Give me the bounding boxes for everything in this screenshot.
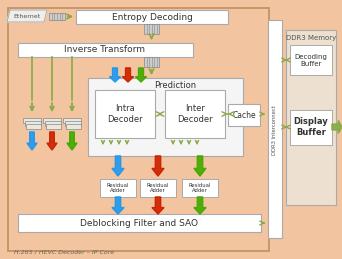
Bar — [290, 110, 332, 145]
Bar — [182, 179, 218, 197]
Polygon shape — [112, 156, 124, 176]
Bar — [65, 121, 81, 126]
Text: Cache: Cache — [232, 111, 256, 119]
Bar — [100, 179, 136, 197]
Polygon shape — [47, 132, 57, 150]
Bar — [44, 121, 61, 126]
Bar — [8, 8, 269, 251]
Text: Deblocking Filter and SAO: Deblocking Filter and SAO — [80, 219, 198, 227]
Bar — [66, 124, 81, 129]
Text: H.265 / HEVC Decoder – IP Core: H.265 / HEVC Decoder – IP Core — [14, 249, 114, 255]
Polygon shape — [27, 132, 37, 150]
Polygon shape — [112, 197, 124, 214]
Bar — [46, 124, 61, 129]
Bar — [165, 90, 225, 138]
Bar — [95, 90, 155, 138]
Text: Intra
Decoder: Intra Decoder — [107, 104, 143, 124]
Polygon shape — [7, 10, 47, 22]
Text: DDR3 Memory: DDR3 Memory — [286, 35, 336, 41]
Polygon shape — [67, 132, 77, 150]
Bar — [25, 121, 41, 126]
Bar — [49, 13, 65, 20]
Bar — [144, 57, 159, 67]
Bar — [18, 43, 193, 57]
Bar — [286, 30, 336, 205]
Text: Residual
Adder: Residual Adder — [107, 183, 129, 193]
Text: Residual
Adder: Residual Adder — [189, 183, 211, 193]
Polygon shape — [109, 68, 120, 82]
Text: Ethernet: Ethernet — [13, 13, 41, 18]
Polygon shape — [332, 120, 342, 133]
Polygon shape — [135, 68, 146, 82]
Text: Inverse Transform: Inverse Transform — [65, 46, 145, 54]
Polygon shape — [152, 156, 164, 176]
Text: Prediction: Prediction — [154, 81, 196, 90]
Bar — [23, 118, 41, 123]
Bar — [63, 118, 81, 123]
Text: Entropy Decoding: Entropy Decoding — [111, 12, 193, 21]
Bar — [144, 24, 159, 34]
Bar — [43, 118, 61, 123]
Text: DDR3 Interconnect: DDR3 Interconnect — [273, 105, 277, 155]
Bar — [18, 214, 261, 232]
Polygon shape — [122, 68, 133, 82]
Text: Inter
Decoder: Inter Decoder — [177, 104, 213, 124]
Bar — [228, 104, 260, 126]
Bar — [26, 124, 41, 129]
Polygon shape — [194, 156, 206, 176]
Polygon shape — [152, 197, 164, 214]
Polygon shape — [194, 197, 206, 214]
Bar — [268, 20, 282, 238]
Bar — [140, 179, 176, 197]
Text: Display
Buffer: Display Buffer — [294, 117, 328, 137]
Bar — [76, 10, 228, 24]
Text: Decoding
Buffer: Decoding Buffer — [294, 54, 327, 67]
Bar — [290, 45, 332, 75]
Text: Residual
Adder: Residual Adder — [147, 183, 169, 193]
Bar — [88, 78, 243, 156]
